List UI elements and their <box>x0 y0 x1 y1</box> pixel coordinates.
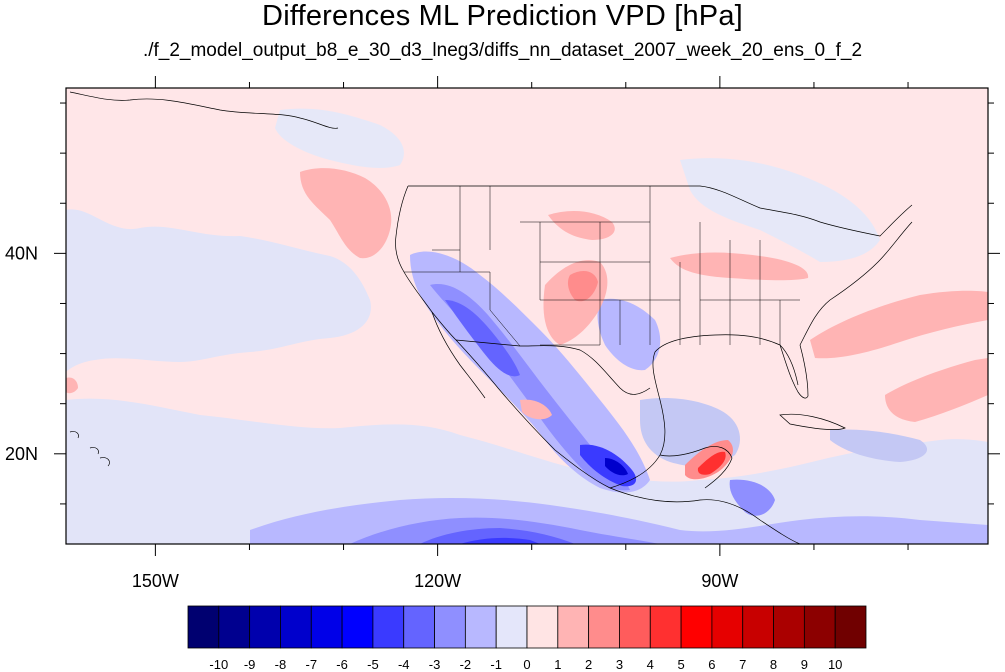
map-title: Differences ML Prediction VPD [hPa] <box>262 0 743 32</box>
lat-tick-label: 20N <box>5 444 38 464</box>
contour-pos-midwest <box>670 252 809 281</box>
contour-neg-southwest-3 <box>445 300 520 377</box>
colorbar-box <box>310 605 343 649</box>
colorbar-box <box>341 605 374 649</box>
map-subtitle: ./f_2_model_output_b8_e_30_d3_lneg3/diff… <box>142 40 863 61</box>
colorbar-box <box>557 605 590 649</box>
map-field <box>66 88 988 544</box>
map-boundaries <box>69 91 913 544</box>
contour-neg-north-pacific <box>275 108 404 168</box>
border-canada-us <box>408 185 913 237</box>
colorbar-label: -7 <box>305 657 317 672</box>
coastline-baja <box>431 311 486 399</box>
colorbar-box <box>803 605 836 649</box>
colorbar-label: -5 <box>367 657 379 672</box>
colorbar-box <box>526 605 559 649</box>
map-frame <box>65 87 989 545</box>
colorbar-label: 8 <box>770 657 777 672</box>
colorbar-label: -8 <box>275 657 287 672</box>
coastline-west-us <box>395 185 611 489</box>
lon-tick-label: 120W <box>414 571 461 591</box>
coastline-yucatan <box>659 446 733 489</box>
contour-pos-atlantic-south <box>885 358 988 422</box>
coastline-hawaii <box>69 431 110 467</box>
colorbar-box <box>249 605 281 649</box>
colorbar-label: -1 <box>490 657 502 672</box>
colorbar-box <box>403 605 435 649</box>
coastline-central-america <box>609 487 801 544</box>
colorbar-box <box>588 605 620 649</box>
coastline-east-us <box>799 221 913 346</box>
colorbar-box <box>834 605 867 649</box>
colorbar-label: 10 <box>828 657 842 672</box>
colorbar-label: -6 <box>336 657 348 672</box>
lon-tick-label: 150W <box>132 571 179 591</box>
coastline-cuba <box>779 413 846 430</box>
lon-tick-label: 90W <box>701 571 738 591</box>
colorbar-label: 4 <box>647 657 654 672</box>
contour-pos-northwest <box>300 168 392 259</box>
contour-pos-baja <box>520 399 552 420</box>
colorbar-label: 0 <box>523 657 530 672</box>
contour-neg-texas <box>597 298 661 371</box>
colorbar-label: 1 <box>554 657 561 672</box>
contour-pos-west-edge <box>66 377 78 394</box>
colorbar-label: 5 <box>677 657 684 672</box>
contour-neg-band-5 <box>460 537 540 544</box>
contour-pos-yucatan-2 <box>697 451 726 475</box>
coastline-florida <box>779 344 809 399</box>
coastline-alaska <box>69 91 339 129</box>
colorbar-box <box>773 605 805 649</box>
colorbar-label: 6 <box>708 657 715 672</box>
colorbar-label: 9 <box>801 657 808 672</box>
colorbar-box <box>619 605 651 649</box>
contour-pos-plains <box>548 210 615 240</box>
colorbar-box <box>711 605 744 649</box>
colorbar-box <box>464 605 497 649</box>
colorbar-label: -3 <box>429 657 441 672</box>
colorbar-box <box>495 605 528 649</box>
map-ticks: 150W 120W 90W 40N 20N <box>5 76 1000 591</box>
state-lines <box>404 186 800 347</box>
colorbar-label: -2 <box>460 657 472 672</box>
contour-neg-band-4 <box>420 528 575 544</box>
colorbar-box <box>649 605 682 649</box>
lat-tick-label: 40N <box>5 243 38 263</box>
colorbar-label: -10 <box>209 657 228 672</box>
colorbar-box <box>742 605 774 649</box>
colorbar-label: 7 <box>739 657 746 672</box>
colorbar: -10 -9 -8 -7 -6 -5 -4 -3 -2 -1 0 1 2 3 4 5 6 7 8 9 10 <box>187 605 867 672</box>
colorbar-box <box>680 605 713 649</box>
contour-neg-northeast <box>680 158 880 262</box>
colorbar-box <box>434 605 466 649</box>
colorbar-label: 3 <box>616 657 623 672</box>
colorbar-box <box>280 605 312 649</box>
colorbar-box <box>187 605 220 649</box>
contour-neg-caribbean <box>830 429 928 462</box>
contour-neg-pacific-west <box>66 209 371 372</box>
colorbar-box <box>372 605 405 649</box>
colorbar-label: 2 <box>585 657 592 672</box>
colorbar-box <box>218 605 251 649</box>
colorbar-label: -4 <box>398 657 410 672</box>
contour-pos-atlantic <box>810 290 988 359</box>
border-mexico-us <box>455 339 651 395</box>
contour-pos-colorado-2 <box>567 270 598 302</box>
contour-neg-mexico-core-2 <box>605 458 628 476</box>
contour-neg-central-america <box>729 479 775 516</box>
colorbar-label: -9 <box>244 657 256 672</box>
